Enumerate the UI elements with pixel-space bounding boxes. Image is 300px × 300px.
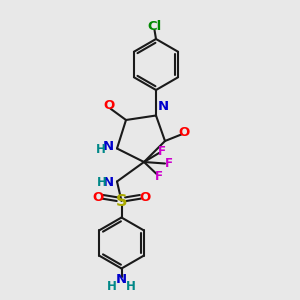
Text: H: H <box>96 142 105 156</box>
Text: N: N <box>102 140 113 154</box>
Text: S: S <box>116 194 127 208</box>
Text: O: O <box>139 191 150 204</box>
Text: H: H <box>126 280 136 293</box>
Text: O: O <box>103 99 115 112</box>
Text: F: F <box>165 157 172 170</box>
Text: O: O <box>178 126 190 140</box>
Text: H: H <box>97 176 106 189</box>
Text: O: O <box>93 191 104 204</box>
Text: H: H <box>107 280 117 293</box>
Text: N: N <box>158 100 169 113</box>
Text: N: N <box>116 273 127 286</box>
Text: N: N <box>102 176 113 189</box>
Text: Cl: Cl <box>147 20 162 33</box>
Text: F: F <box>155 170 163 184</box>
Text: F: F <box>158 145 166 158</box>
